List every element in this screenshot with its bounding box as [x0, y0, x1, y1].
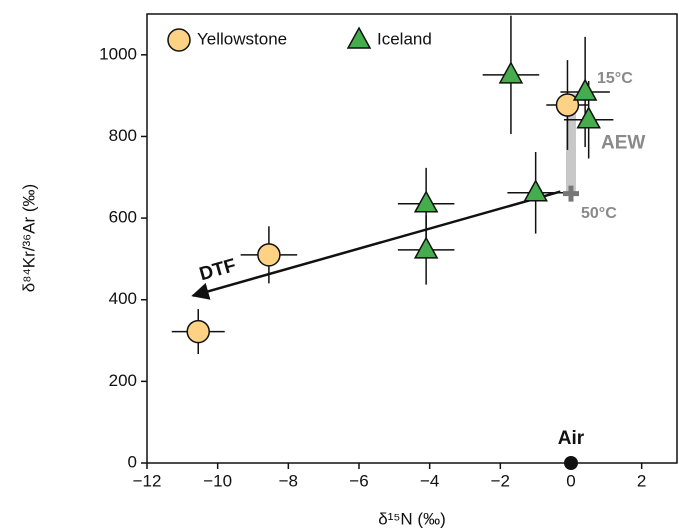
aew-bar [566, 93, 576, 194]
y-axis-label: δ⁸⁴Kr/³⁶Ar (‰) [19, 184, 38, 292]
aew-label: AEW [601, 133, 645, 154]
legend-label: Iceland [377, 29, 432, 48]
point [498, 61, 524, 84]
x-tick-label: 0 [566, 471, 575, 490]
point [413, 236, 439, 259]
point [555, 93, 580, 117]
point [576, 106, 601, 129]
point [186, 319, 210, 344]
aew-bottom-label: 50°C [581, 205, 617, 222]
legend-marker [167, 28, 191, 52]
y-tick-label: 400 [109, 289, 137, 308]
x-tick-label: −2 [491, 471, 510, 490]
point [523, 179, 548, 202]
aew-cross [563, 185, 579, 202]
y-tick-label: 200 [109, 371, 137, 390]
legend-label: Yellowstone [197, 29, 287, 48]
point [572, 78, 598, 101]
air-label: Air [558, 428, 585, 449]
plot-frame [146, 13, 678, 464]
air-point [564, 456, 578, 470]
dtf-arrow [191, 190, 561, 300]
legend-marker [346, 26, 372, 49]
aew-top-label: 15°C [597, 70, 633, 87]
dtf-label: DTF [197, 255, 238, 285]
x-tick-label: −6 [349, 471, 368, 490]
y-tick-label: 800 [109, 126, 137, 145]
x-tick-label: −8 [279, 471, 298, 490]
x-axis-label: δ¹⁵N (‰) [378, 509, 446, 528]
y-tick-label: 0 [128, 452, 137, 471]
point [257, 243, 281, 267]
point [413, 190, 439, 213]
y-tick-label: 1000 [99, 44, 137, 63]
y-tick-label: 600 [109, 208, 137, 227]
x-tick-label: −4 [420, 471, 439, 490]
x-tick-label: −12 [133, 471, 162, 490]
x-tick-label: −10 [203, 471, 232, 490]
x-tick-label: 2 [637, 471, 646, 490]
